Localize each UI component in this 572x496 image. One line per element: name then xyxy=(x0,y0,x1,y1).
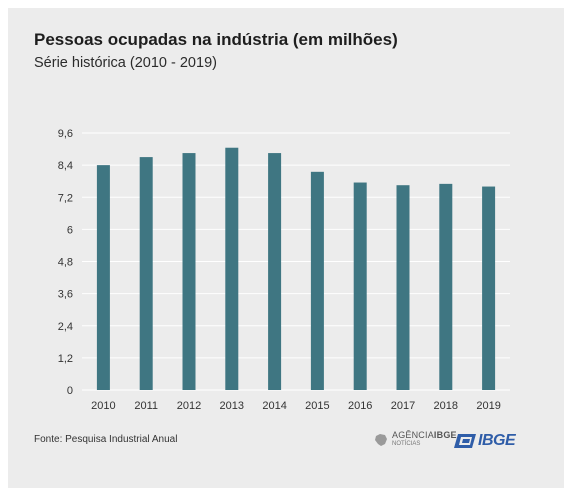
x-tick-label: 2017 xyxy=(391,400,415,412)
x-tick-label: 2013 xyxy=(220,400,244,412)
bar-2014 xyxy=(268,153,282,390)
x-tick-label: 2018 xyxy=(434,400,458,412)
x-tick-label: 2011 xyxy=(134,400,158,412)
y-tick-label: 7,2 xyxy=(58,192,73,204)
y-tick-label: 0 xyxy=(67,385,73,397)
x-tick-label: 2010 xyxy=(91,400,115,412)
y-tick-label: 8,4 xyxy=(58,160,73,172)
bar-2010 xyxy=(96,165,110,390)
bar-2016 xyxy=(353,182,367,390)
x-tick-label: 2012 xyxy=(177,400,201,412)
source-note: Fonte: Pesquisa Industrial Anual xyxy=(34,434,178,445)
agencia-ibge-logo: AGÊNCIAIBGE NOTÍCIAS xyxy=(373,431,457,449)
y-tick-label: 1,2 xyxy=(58,353,73,365)
bar-2011 xyxy=(139,157,153,390)
y-tick-label: 9,6 xyxy=(58,128,73,140)
bar-2017 xyxy=(396,185,410,390)
x-tick-label: 2019 xyxy=(476,400,500,412)
bar-2018 xyxy=(439,183,453,390)
x-tick-label: 2016 xyxy=(348,400,372,412)
ibge-symbol-icon xyxy=(454,434,476,448)
y-tick-label: 4,8 xyxy=(58,257,73,269)
ibge-logo: IBGE xyxy=(454,432,516,450)
brazil-map-icon xyxy=(375,434,387,446)
y-tick-label: 3,6 xyxy=(58,289,73,301)
x-tick-label: 2014 xyxy=(262,400,286,412)
bar-2013 xyxy=(225,147,239,390)
y-tick-label: 6 xyxy=(67,224,73,236)
bar-2019 xyxy=(482,186,496,390)
bar-2015 xyxy=(310,171,324,390)
bar-2012 xyxy=(182,153,196,390)
chart-title: Pessoas ocupadas na indústria (em milhõe… xyxy=(34,30,398,49)
y-tick-label: 2,4 xyxy=(58,321,73,333)
chart-subtitle: Série histórica (2010 - 2019) xyxy=(34,55,217,71)
x-tick-label: 2015 xyxy=(305,400,329,412)
